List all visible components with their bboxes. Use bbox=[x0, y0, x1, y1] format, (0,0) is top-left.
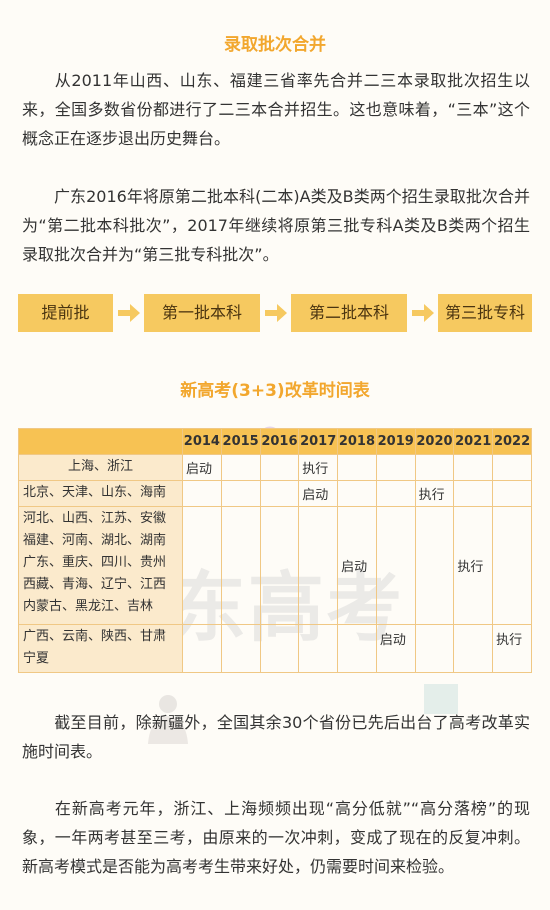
table-region-cell: 河北、山西、江苏、安徽 福建、河南、湖北、湖南 广东、重庆、四川、贵州 西藏、青… bbox=[18, 506, 183, 625]
table-header-year: 2015 bbox=[220, 428, 261, 455]
region-line: 西藏、青海、辽宁、江西 bbox=[23, 577, 167, 592]
table-start-cell: 启动 bbox=[337, 506, 377, 625]
paragraph-guangdong: 广东2016年将原第二批本科(二本)A类及B类两个招生录取批次合并为“第二批本科… bbox=[22, 182, 530, 269]
table-header-year: 2020 bbox=[414, 428, 455, 455]
table-header-year: 2021 bbox=[453, 428, 494, 455]
table-row: 广西、云南、陕西、甘肃 宁夏 启动 执行 bbox=[18, 624, 532, 673]
paragraph-guangdong-text: 广东2016年将原第二批本科(二本)A类及B类两个招生录取批次合并为“第二批本科… bbox=[22, 187, 530, 264]
flow-step-first: 第一批本科 bbox=[144, 294, 260, 332]
paragraph-status: 截至目前，除新疆外，全国其余30个省份已先后出台了高考改革实施时间表。 bbox=[22, 708, 530, 766]
flow-step-third: 第三批专科 bbox=[438, 294, 532, 332]
table-header-year: 2019 bbox=[375, 428, 416, 455]
arrow-right-icon bbox=[412, 304, 434, 322]
table-header-year: 2017 bbox=[298, 428, 339, 455]
paragraph-status-text: 截至目前，除新疆外，全国其余30个省份已先后出台了高考改革实施时间表。 bbox=[22, 713, 530, 761]
table-start-cell: 启动 bbox=[182, 454, 222, 481]
region-line: 广东、重庆、四川、贵州 bbox=[23, 555, 167, 570]
table-header-region bbox=[18, 428, 183, 455]
table-header-year: 2022 bbox=[492, 428, 532, 455]
table-row: 北京、天津、山东、海南 启动 执行 bbox=[18, 480, 532, 507]
arrow-right-icon bbox=[265, 304, 287, 322]
table-region-cell: 上海、浙江 bbox=[18, 454, 183, 481]
table-region-cell: 广西、云南、陕西、甘肃 宁夏 bbox=[18, 624, 183, 673]
table-row: 上海、浙江 启动 执行 bbox=[18, 454, 532, 481]
flow-step-early: 提前批 bbox=[18, 294, 113, 332]
reform-timeline-table: 2014 2015 2016 2017 2018 2019 2020 2021 … bbox=[18, 428, 532, 674]
table-exec-cell: 执行 bbox=[453, 506, 494, 625]
batch-flow: 提前批 第一批本科 第二批本科 第三批专科 bbox=[18, 294, 532, 332]
table-start-cell: 启动 bbox=[298, 480, 339, 507]
table-header-row: 2014 2015 2016 2017 2018 2019 2020 2021 … bbox=[18, 428, 532, 455]
table-start-cell: 启动 bbox=[375, 624, 416, 673]
table-header-year: 2018 bbox=[337, 428, 377, 455]
table-header-year: 2016 bbox=[259, 428, 300, 455]
table-region-cell: 北京、天津、山东、海南 bbox=[18, 480, 183, 507]
region-line: 广西、云南、陕西、甘肃 bbox=[23, 629, 167, 644]
region-line: 宁夏 bbox=[23, 651, 50, 666]
table-exec-cell: 执行 bbox=[492, 624, 532, 673]
region-line: 福建、河南、湖北、湖南 bbox=[23, 533, 167, 548]
region-line: 河北、山西、江苏、安徽 bbox=[23, 511, 167, 526]
section-title-batch-merge: 录取批次合并 bbox=[224, 35, 326, 55]
arrow-right-icon bbox=[118, 304, 140, 322]
section-title-reform-timeline: 新高考(3+3)改革时间表 bbox=[180, 381, 370, 401]
flow-step-second: 第二批本科 bbox=[291, 294, 407, 332]
paragraph-conclusion-text: 在新高考元年，浙江、上海频频出现“高分低就”“高分落榜”的现象，一年两考甚至三考… bbox=[22, 799, 530, 876]
region-line: 内蒙古、黑龙江、吉林 bbox=[23, 599, 154, 614]
paragraph-intro: 从2011年山西、山东、福建三省率先合并二三本录取批次招生以来，全国多数省份都进… bbox=[22, 66, 530, 153]
paragraph-intro-text: 从2011年山西、山东、福建三省率先合并二三本录取批次招生以来，全国多数省份都进… bbox=[22, 71, 530, 148]
paragraph-conclusion: 在新高考元年，浙江、上海频频出现“高分低就”“高分落榜”的现象，一年两考甚至三考… bbox=[22, 794, 530, 881]
table-exec-cell: 执行 bbox=[298, 454, 339, 481]
table-row: 河北、山西、江苏、安徽 福建、河南、湖北、湖南 广东、重庆、四川、贵州 西藏、青… bbox=[18, 506, 532, 625]
table-exec-cell: 执行 bbox=[414, 480, 455, 507]
table-header-year: 2014 bbox=[182, 428, 222, 455]
